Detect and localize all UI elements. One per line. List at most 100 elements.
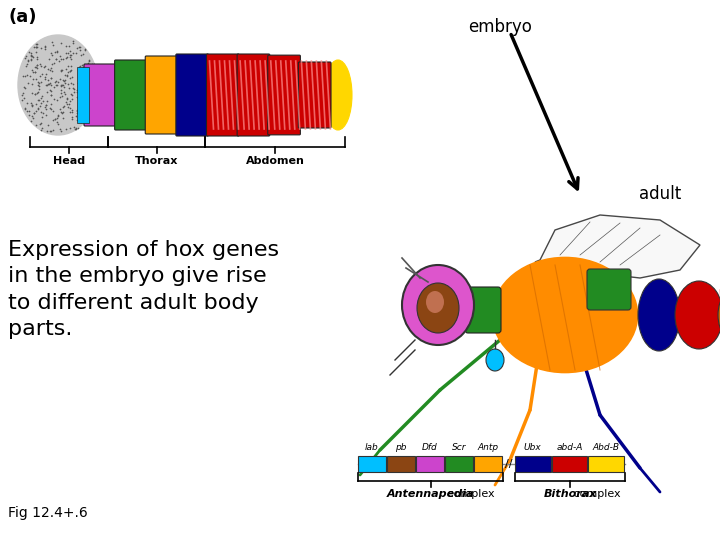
Point bbox=[71, 112, 82, 121]
Point bbox=[45, 65, 56, 74]
Point bbox=[42, 76, 53, 84]
Point bbox=[22, 57, 34, 65]
Point bbox=[71, 92, 83, 101]
Point bbox=[68, 123, 79, 132]
Point bbox=[17, 96, 28, 104]
Text: Scr: Scr bbox=[451, 443, 467, 452]
Point bbox=[83, 112, 94, 121]
Point bbox=[48, 40, 59, 49]
Point bbox=[65, 124, 76, 132]
Point bbox=[40, 103, 51, 111]
Point bbox=[60, 65, 72, 73]
Point bbox=[86, 69, 98, 77]
Point bbox=[30, 100, 42, 109]
Point bbox=[64, 96, 76, 105]
Point bbox=[81, 99, 92, 107]
Point bbox=[63, 68, 74, 76]
Point bbox=[83, 107, 94, 116]
Text: (a): (a) bbox=[8, 8, 37, 26]
Point bbox=[34, 79, 45, 87]
Point bbox=[65, 61, 76, 70]
Point bbox=[45, 127, 56, 136]
Point bbox=[18, 93, 30, 102]
Point bbox=[47, 116, 58, 125]
Point bbox=[64, 67, 76, 76]
Point bbox=[50, 77, 62, 85]
Point bbox=[27, 113, 39, 122]
Point bbox=[32, 88, 44, 97]
Point bbox=[57, 76, 68, 84]
Point bbox=[40, 75, 51, 83]
Point bbox=[22, 60, 33, 69]
Point bbox=[32, 105, 44, 114]
Point bbox=[61, 72, 73, 80]
Point bbox=[66, 107, 78, 116]
Point bbox=[39, 42, 50, 51]
Point bbox=[74, 92, 86, 100]
Point bbox=[42, 79, 54, 88]
Point bbox=[19, 71, 31, 80]
Point bbox=[22, 106, 33, 115]
Text: Head: Head bbox=[53, 156, 85, 166]
Point bbox=[26, 112, 37, 120]
Text: Dfd: Dfd bbox=[422, 443, 438, 452]
Point bbox=[79, 85, 91, 93]
FancyBboxPatch shape bbox=[84, 64, 117, 126]
Text: Antp: Antp bbox=[477, 443, 498, 452]
Point bbox=[30, 63, 41, 71]
FancyBboxPatch shape bbox=[237, 54, 270, 136]
Point bbox=[65, 55, 76, 63]
Point bbox=[26, 98, 37, 107]
Point bbox=[74, 112, 86, 120]
Point bbox=[26, 55, 37, 63]
Point bbox=[60, 54, 71, 63]
Point bbox=[86, 59, 98, 68]
FancyBboxPatch shape bbox=[587, 269, 631, 310]
Point bbox=[58, 87, 69, 96]
Point bbox=[55, 81, 67, 90]
Bar bbox=[387, 456, 415, 472]
Point bbox=[32, 77, 43, 86]
Point bbox=[42, 65, 54, 73]
Point bbox=[20, 51, 32, 60]
Point bbox=[44, 80, 55, 89]
Point bbox=[68, 49, 79, 57]
Point bbox=[71, 88, 83, 97]
Point bbox=[25, 56, 37, 65]
Point bbox=[27, 102, 38, 111]
Point bbox=[66, 114, 78, 123]
Point bbox=[19, 84, 30, 92]
Point bbox=[55, 85, 67, 94]
Point bbox=[71, 124, 82, 132]
Point bbox=[45, 74, 57, 83]
FancyBboxPatch shape bbox=[298, 62, 331, 128]
Point bbox=[41, 80, 53, 89]
Point bbox=[32, 96, 44, 104]
Point bbox=[90, 78, 102, 87]
Point bbox=[29, 90, 40, 98]
Ellipse shape bbox=[675, 281, 720, 349]
Point bbox=[60, 71, 71, 79]
Point bbox=[75, 85, 86, 94]
Point bbox=[30, 43, 42, 51]
Point bbox=[56, 109, 68, 117]
Bar bbox=[358, 456, 386, 472]
Point bbox=[30, 48, 42, 57]
Point bbox=[45, 79, 56, 87]
Point bbox=[26, 49, 37, 58]
Point bbox=[37, 113, 48, 122]
Point bbox=[73, 63, 85, 72]
Point bbox=[77, 65, 89, 73]
Point bbox=[51, 117, 63, 126]
Point bbox=[87, 64, 99, 72]
Point bbox=[71, 85, 83, 94]
Point bbox=[24, 117, 36, 125]
Point bbox=[73, 79, 85, 87]
Point bbox=[17, 71, 29, 80]
Point bbox=[80, 79, 91, 88]
Point bbox=[59, 90, 71, 98]
Point bbox=[74, 67, 86, 76]
Point bbox=[57, 107, 68, 116]
Text: Fig 12.4+.6: Fig 12.4+.6 bbox=[8, 506, 88, 520]
Point bbox=[60, 76, 71, 84]
